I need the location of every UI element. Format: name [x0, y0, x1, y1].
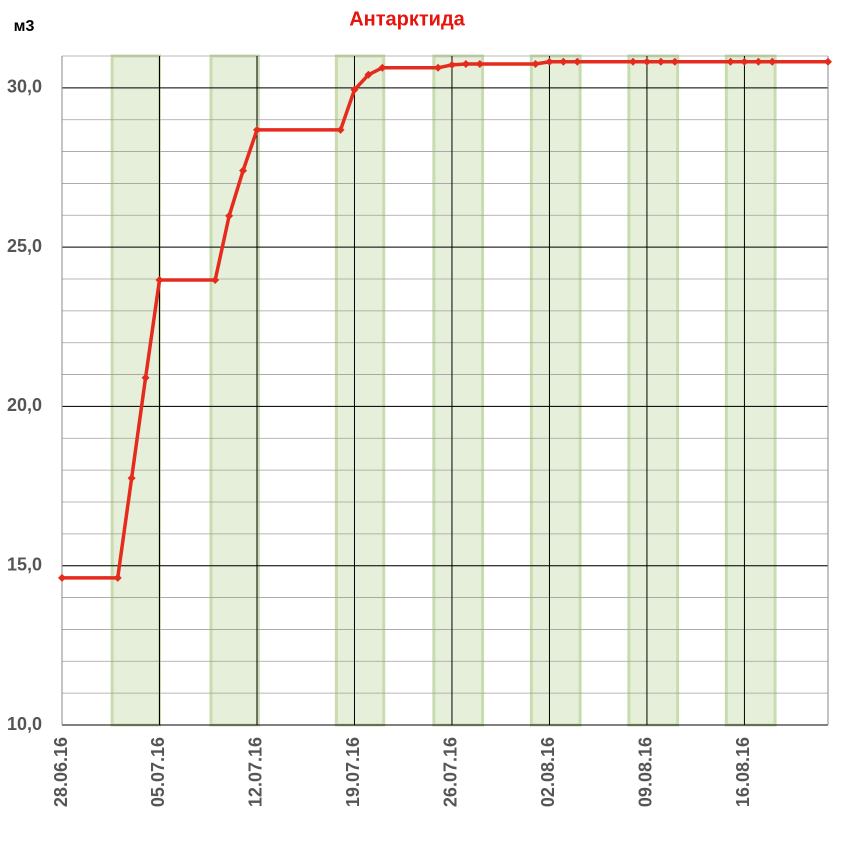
- data-point: [350, 85, 359, 94]
- data-point: [461, 59, 470, 68]
- data-point: [545, 57, 554, 66]
- y-axis-label: м3: [14, 18, 35, 35]
- data-point: [531, 59, 540, 68]
- shaded-band: [724, 54, 777, 727]
- x-tick-label: 19.07.16: [343, 737, 363, 807]
- x-tick-label: 05.07.16: [148, 737, 168, 807]
- data-point: [447, 60, 456, 69]
- data-point: [573, 57, 582, 66]
- shaded-bands: [110, 54, 777, 727]
- x-tick-label: 28.06.16: [51, 737, 71, 807]
- shaded-band: [110, 54, 161, 727]
- y-tick-label: 20,0: [7, 395, 42, 415]
- x-tick-label: 12.07.16: [246, 737, 266, 807]
- shaded-band: [334, 54, 386, 727]
- data-point: [824, 57, 832, 66]
- y-tick-label: 25,0: [7, 236, 42, 256]
- data-point: [155, 275, 164, 284]
- data-point: [127, 474, 136, 483]
- data-point: [559, 57, 568, 66]
- grid: [61, 55, 829, 726]
- data-point: [239, 166, 248, 175]
- data-point: [670, 57, 679, 66]
- data-point: [252, 125, 261, 134]
- x-tick-label: 16.08.16: [733, 737, 753, 807]
- data-point: [364, 70, 373, 79]
- data-point: [740, 57, 749, 66]
- y-tick-label: 10,0: [7, 714, 42, 734]
- data-point: [141, 373, 150, 382]
- data-point: [113, 573, 122, 582]
- data-point: [211, 275, 220, 284]
- x-tick-label: 02.08.16: [538, 737, 558, 807]
- y-tick-label: 15,0: [7, 554, 42, 574]
- shaded-band: [627, 54, 680, 727]
- data-point: [754, 57, 763, 66]
- data-point: [475, 59, 484, 68]
- x-tick-label: 09.08.16: [636, 737, 656, 807]
- data-point: [629, 57, 638, 66]
- plot: [58, 57, 832, 582]
- shaded-band: [432, 54, 485, 727]
- data-point: [434, 63, 443, 72]
- data-point: [656, 57, 665, 66]
- x-tick-label: 26.07.16: [441, 737, 461, 807]
- data-point: [642, 57, 651, 66]
- data-point: [378, 63, 387, 72]
- chart-title: Антарктида: [349, 8, 465, 30]
- data-line: [62, 59, 828, 580]
- data-point: [726, 57, 735, 66]
- shaded-band: [209, 54, 260, 727]
- data-point: [768, 57, 777, 66]
- shaded-band: [529, 54, 582, 727]
- data-point: [225, 211, 234, 220]
- data-point: [336, 125, 345, 134]
- data-point: [58, 573, 66, 582]
- y-tick-label: 30,0: [7, 77, 42, 97]
